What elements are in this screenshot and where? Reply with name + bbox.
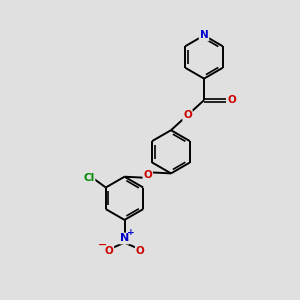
- Text: −: −: [98, 239, 107, 250]
- Text: Cl: Cl: [83, 173, 94, 183]
- Text: N: N: [200, 30, 208, 40]
- Text: +: +: [127, 228, 134, 237]
- Text: O: O: [183, 110, 192, 120]
- Text: N: N: [120, 233, 129, 244]
- Text: O: O: [228, 95, 237, 105]
- Text: O: O: [136, 246, 145, 256]
- Text: O: O: [104, 246, 113, 256]
- Text: O: O: [143, 170, 152, 180]
